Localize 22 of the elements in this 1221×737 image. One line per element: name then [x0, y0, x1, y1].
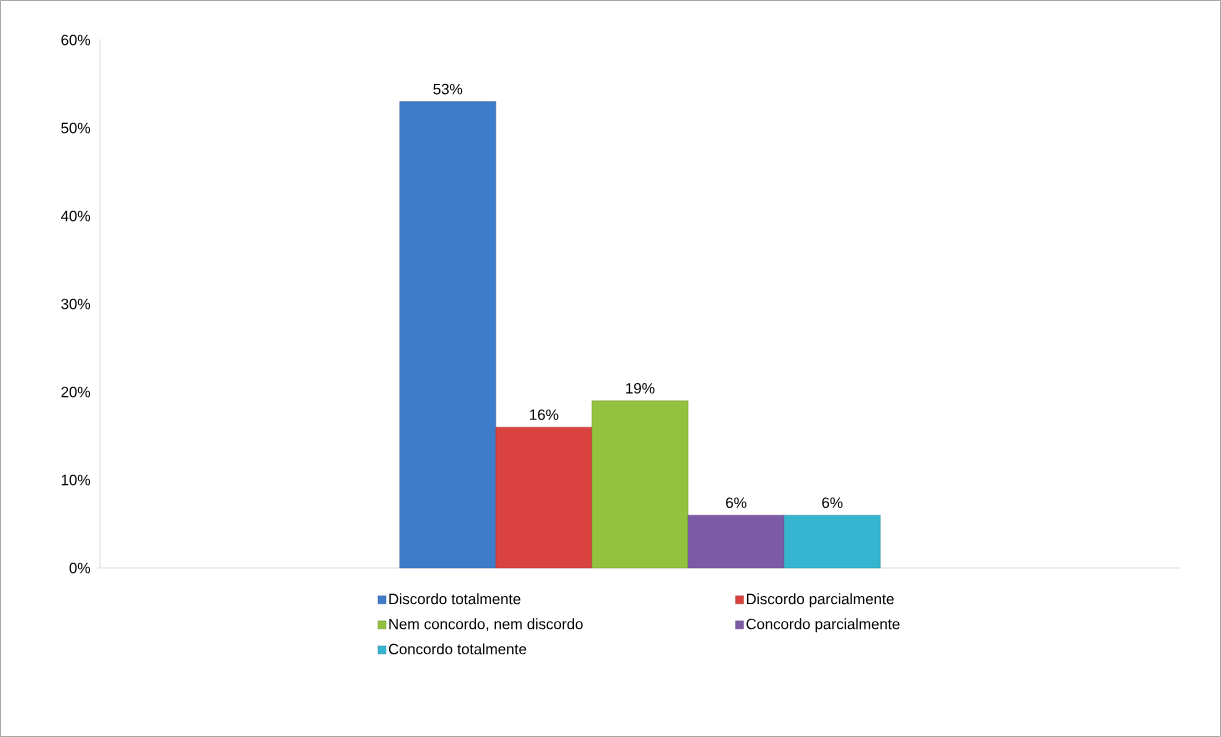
data-label: 16%: [530, 409, 559, 420]
bar: [399, 101, 497, 569]
data-label: 53%: [433, 83, 463, 95]
legend-label: Concordo parcialmente: [746, 618, 900, 633]
y-tick-label: 60%: [61, 34, 91, 46]
y-tick-label: 50%: [61, 122, 91, 134]
y-tick-label: 30%: [61, 298, 91, 310]
legend-label: Nem concordo, nem discordo: [389, 618, 583, 632]
bar: [783, 514, 881, 569]
data-label: 6%: [822, 497, 843, 508]
legend-label: Discordo parcialmente: [746, 593, 894, 608]
y-tick-label: 0%: [69, 562, 91, 574]
data-label: 19%: [626, 383, 655, 394]
bar: [687, 514, 785, 569]
legend-label: Discordo totalmente: [389, 593, 521, 605]
bar: [495, 426, 593, 569]
y-tick-label: 20%: [61, 386, 91, 398]
legend-label: Concordo totalmente: [388, 643, 527, 655]
y-tick-label: 10%: [61, 474, 91, 486]
y-tick-label: 40%: [61, 210, 91, 222]
data-label: 6%: [726, 497, 747, 508]
bar: [591, 400, 689, 569]
